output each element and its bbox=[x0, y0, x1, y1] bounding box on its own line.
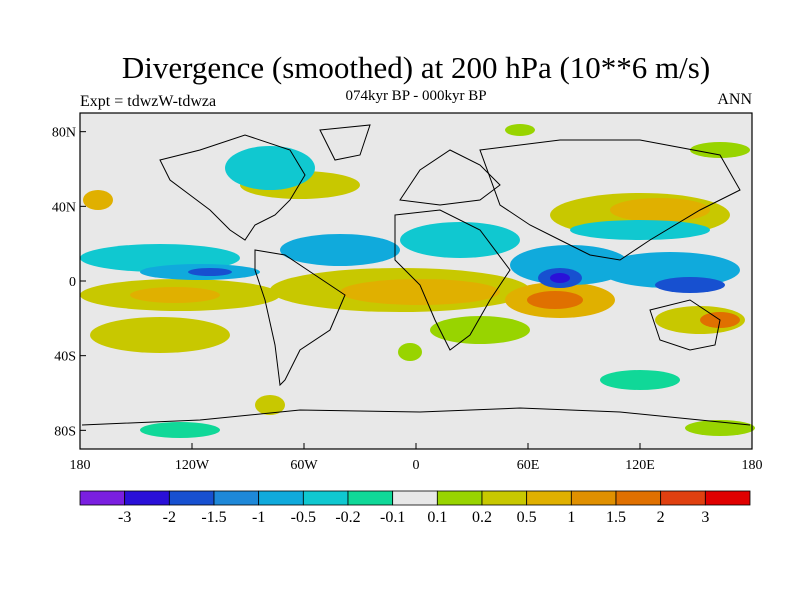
colorbar-swatch bbox=[704, 490, 751, 506]
colorbar-swatch bbox=[526, 490, 572, 506]
colorbar-label: 3 bbox=[701, 509, 709, 526]
contour-positive bbox=[430, 316, 530, 344]
colorbar-label: 0.1 bbox=[427, 509, 447, 526]
contour-negative bbox=[600, 370, 680, 390]
contour-positive bbox=[610, 198, 710, 222]
contour-negative bbox=[550, 273, 570, 283]
colorbar-swatch bbox=[79, 490, 126, 506]
lat-tick-label: 40S bbox=[54, 350, 76, 365]
colorbar-label: -2 bbox=[163, 509, 176, 526]
lon-tick-label: 60W bbox=[290, 458, 318, 473]
colorbar: -3 -2 -1.5 -1 -0.5 -0.2 -0.1 0.1 0.2 0.5 1 1.5 2 3 bbox=[79, 490, 751, 526]
coastline-africa bbox=[394, 209, 511, 351]
coastline-europe bbox=[399, 149, 501, 206]
colorbar-swatch bbox=[302, 490, 349, 506]
lon-tick-label: 0 bbox=[413, 458, 420, 473]
colorbar-swatch bbox=[392, 490, 438, 506]
contour-negative bbox=[570, 220, 710, 240]
coastline-australia bbox=[649, 299, 721, 351]
contour-positive bbox=[340, 279, 500, 305]
coastline-north-america bbox=[159, 134, 306, 241]
colorbar-label: 0.5 bbox=[517, 509, 537, 526]
colorbar-swatch bbox=[660, 490, 706, 506]
colorbar-swatch bbox=[168, 490, 215, 506]
colorbar-swatch bbox=[436, 490, 483, 506]
contour-negative bbox=[280, 234, 400, 266]
colorbar-label: -0.2 bbox=[335, 509, 360, 526]
colorbar-label: -1 bbox=[252, 509, 265, 526]
lon-tick-label: 180 bbox=[742, 458, 763, 473]
contour-negative bbox=[655, 277, 725, 293]
colorbar-label: 0.2 bbox=[472, 509, 492, 526]
coastline-south-america bbox=[254, 249, 346, 387]
lon-tick-label: 120E bbox=[625, 458, 655, 473]
colorbar-label: -3 bbox=[118, 509, 131, 526]
contour-negative bbox=[188, 268, 232, 276]
contour-positive bbox=[90, 317, 230, 353]
colorbar-swatch bbox=[570, 490, 617, 506]
lat-tick-label: 80N bbox=[52, 126, 76, 141]
contour-negative bbox=[690, 142, 750, 158]
colorbar-swatch bbox=[213, 490, 260, 506]
colorbar-swatch bbox=[258, 490, 304, 506]
colorbar-label: -0.5 bbox=[291, 509, 316, 526]
season-label: ANN bbox=[717, 91, 752, 108]
lat-tick-label: 40N bbox=[52, 200, 76, 215]
lon-tick-label: 60E bbox=[517, 458, 540, 473]
contour-positive bbox=[527, 291, 583, 309]
experiment-label: Expt = tdwzW-tdwza bbox=[80, 93, 217, 110]
coastlines bbox=[81, 124, 751, 426]
lat-tick-label: 0 bbox=[69, 275, 76, 290]
contour-negative bbox=[225, 146, 315, 190]
contour-positive bbox=[398, 343, 422, 361]
lon-tick-label: 120W bbox=[175, 458, 210, 473]
colorbar-swatch bbox=[615, 490, 662, 506]
map-area bbox=[80, 113, 755, 449]
colorbar-label: 2 bbox=[657, 509, 665, 526]
divergence-field bbox=[80, 124, 755, 438]
colorbar-label: 1.5 bbox=[606, 509, 626, 526]
coastline-antarctica bbox=[81, 407, 751, 426]
latitude-axis: 80N 40N 0 40S 80S bbox=[52, 126, 86, 439]
colorbar-swatch bbox=[124, 490, 170, 506]
colorbar-label: 1 bbox=[567, 509, 575, 526]
plot-subtitle: 074kyr BP - 000kyr BP bbox=[345, 88, 487, 104]
plot-title: Divergence (smoothed) at 200 hPa (10**6 … bbox=[121, 50, 711, 85]
contour-positive bbox=[130, 287, 220, 303]
contour-positive bbox=[83, 190, 113, 210]
contour-negative bbox=[400, 222, 520, 258]
contour-negative bbox=[140, 422, 220, 438]
colorbar-label: -1.5 bbox=[201, 509, 226, 526]
lat-tick-label: 80S bbox=[54, 424, 76, 439]
contour-positive bbox=[255, 395, 285, 415]
coastline-greenland bbox=[319, 124, 371, 161]
lon-tick-label: 180 bbox=[70, 458, 91, 473]
longitude-axis: 180 120W 60W 0 60E 120E 180 bbox=[70, 443, 763, 473]
colorbar-label: -0.1 bbox=[380, 509, 405, 526]
colorbar-swatch bbox=[481, 490, 528, 506]
colorbar-swatch bbox=[347, 490, 394, 506]
contour-negative bbox=[505, 124, 535, 136]
coastline-asia bbox=[479, 139, 741, 261]
